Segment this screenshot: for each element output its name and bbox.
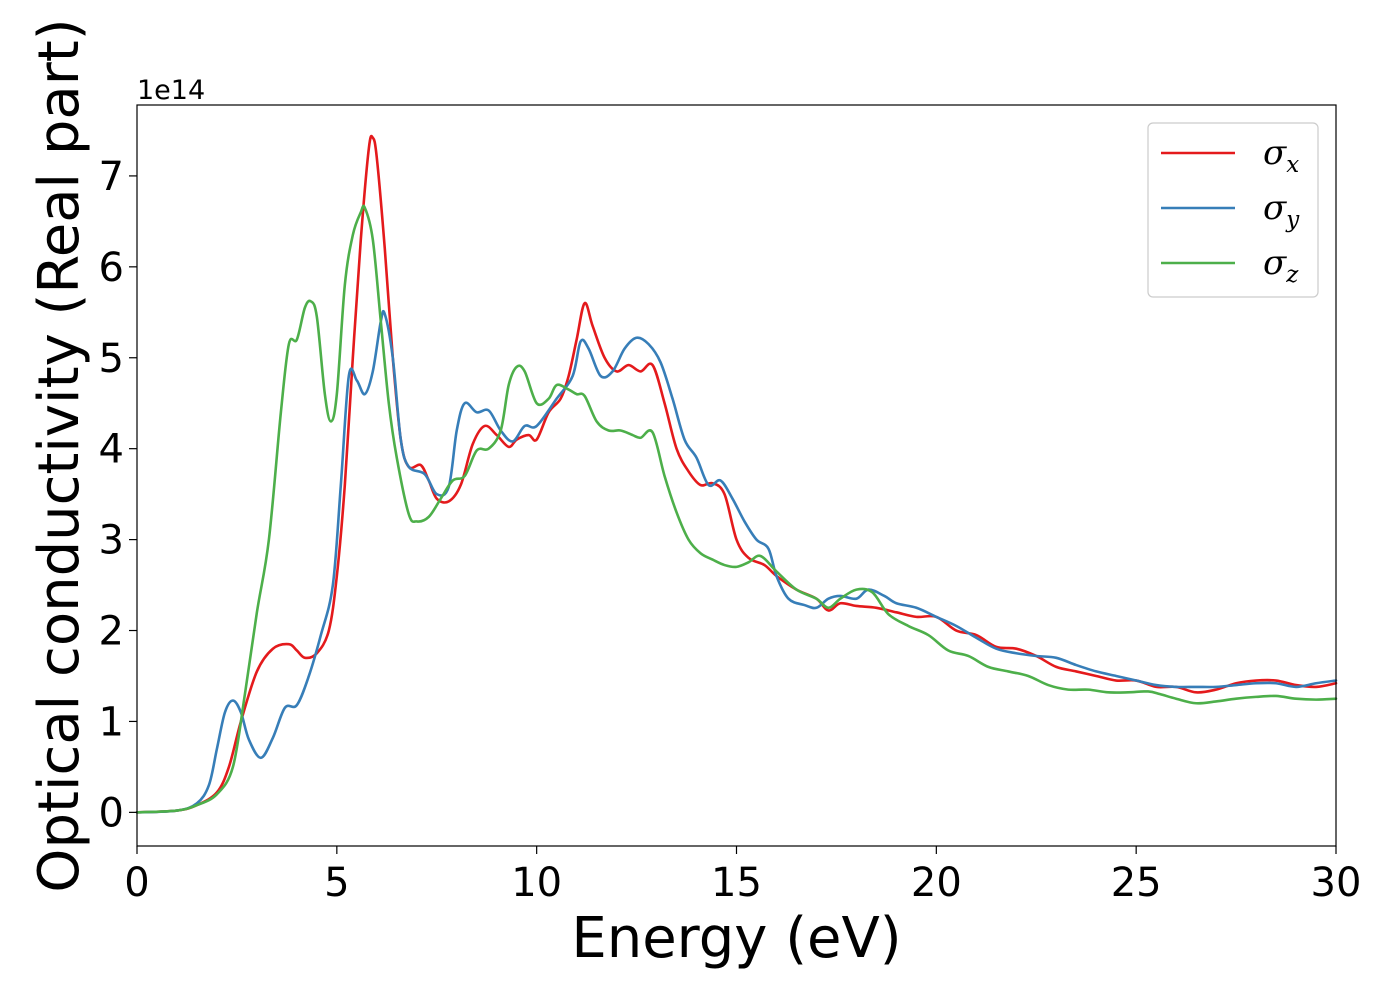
legend-box [1147, 122, 1319, 298]
x-tick-label: 15 [711, 860, 762, 906]
x-tick-label: 10 [511, 860, 562, 906]
x-tick-label: 5 [324, 860, 349, 906]
x-tick-label: 20 [911, 860, 962, 906]
x-axis-title: Energy (eV) [571, 906, 901, 971]
x-axis: 0 5 10 15 20 25 30 [124, 846, 1361, 906]
plot-area [137, 105, 1336, 846]
y-tick-label: 7 [99, 154, 124, 200]
y-offset-label: 1e14 [137, 75, 205, 106]
y-tick-label: 3 [99, 518, 124, 564]
y-tick-label: 4 [99, 427, 124, 473]
legend-label-y: σy [1263, 188, 1300, 233]
x-tick-label: 30 [1311, 860, 1362, 906]
y-tick-label: 5 [99, 336, 124, 382]
series-line-y [135, 309, 1338, 814]
series-line-z [135, 204, 1338, 814]
y-tick-label: 6 [99, 245, 124, 291]
series-layer [135, 134, 1338, 814]
y-tick-label: 1 [99, 699, 124, 745]
y-tick-label: 2 [99, 609, 124, 655]
legend-label-z: σz [1263, 243, 1299, 288]
y-axis-title: Optical conductivity (Real part) [27, 18, 92, 892]
legend: σx σy σz [1147, 122, 1319, 298]
y-axis: 0 1 2 3 4 5 6 7 [99, 154, 137, 836]
x-tick-label: 25 [1111, 860, 1162, 906]
x-tick-label: 0 [124, 860, 149, 906]
legend-label-x: σx [1263, 133, 1299, 178]
y-tick-label: 0 [99, 790, 124, 836]
series-line-x [135, 134, 1338, 814]
